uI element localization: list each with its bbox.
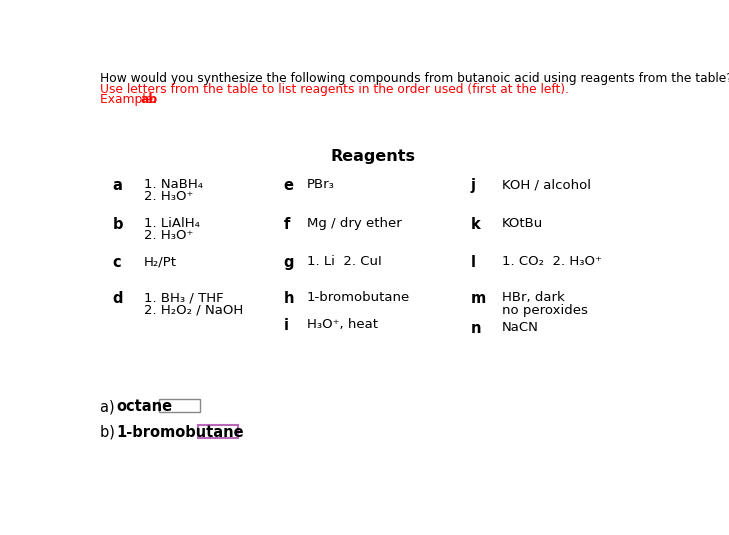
Text: 1. Li  2. CuI: 1. Li 2. CuI	[307, 255, 381, 268]
Text: m: m	[471, 292, 486, 307]
Text: f: f	[284, 217, 289, 232]
Text: NaCN: NaCN	[502, 320, 539, 334]
Text: b): b)	[101, 425, 120, 440]
Text: H₃O⁺, heat: H₃O⁺, heat	[307, 318, 378, 331]
Text: h: h	[284, 292, 294, 307]
Text: 2. H₂O₂ / NaOH: 2. H₂O₂ / NaOH	[144, 304, 243, 317]
Text: 2. H₃O⁺: 2. H₃O⁺	[144, 190, 193, 203]
Text: j: j	[471, 178, 476, 193]
Text: 2. H₃O⁺: 2. H₃O⁺	[144, 229, 193, 242]
Text: 1-bromobutane: 1-bromobutane	[116, 425, 243, 440]
Text: g: g	[284, 255, 294, 270]
Text: Reagents: Reagents	[331, 149, 416, 164]
Text: PBr₃: PBr₃	[307, 178, 335, 191]
FancyBboxPatch shape	[198, 425, 238, 438]
Text: a: a	[113, 178, 122, 193]
Text: ab: ab	[141, 94, 158, 106]
Text: Example:: Example:	[101, 94, 161, 106]
Text: octane: octane	[116, 399, 172, 414]
Text: KOtBu: KOtBu	[502, 217, 543, 230]
Text: 1-bromobutane: 1-bromobutane	[307, 292, 410, 304]
Text: 1. BH₃ / THF: 1. BH₃ / THF	[144, 292, 224, 304]
Text: Use letters from the table to list reagents in the order used (first at the left: Use letters from the table to list reage…	[101, 83, 569, 96]
Text: 1. LiAlH₄: 1. LiAlH₄	[144, 217, 200, 230]
Text: HBr, dark: HBr, dark	[502, 292, 565, 304]
Text: i: i	[284, 318, 289, 333]
Text: H₂/Pt: H₂/Pt	[144, 255, 177, 268]
FancyBboxPatch shape	[160, 399, 200, 412]
Text: n: n	[471, 320, 481, 335]
Text: KOH / alcohol: KOH / alcohol	[502, 178, 591, 191]
Text: Mg / dry ether: Mg / dry ether	[307, 217, 402, 230]
Text: k: k	[471, 217, 480, 232]
Text: a): a)	[101, 399, 120, 414]
Text: 1. NaBH₄: 1. NaBH₄	[144, 178, 203, 191]
Text: no peroxides: no peroxides	[502, 304, 588, 317]
Text: e: e	[284, 178, 293, 193]
Text: l: l	[471, 255, 476, 270]
Text: How would you synthesize the following compounds from butanoic acid using reagen: How would you synthesize the following c…	[101, 72, 729, 85]
Text: c: c	[113, 255, 122, 270]
Text: b: b	[113, 217, 123, 232]
Text: 1. CO₂  2. H₃O⁺: 1. CO₂ 2. H₃O⁺	[502, 255, 601, 268]
Text: d: d	[113, 292, 123, 307]
